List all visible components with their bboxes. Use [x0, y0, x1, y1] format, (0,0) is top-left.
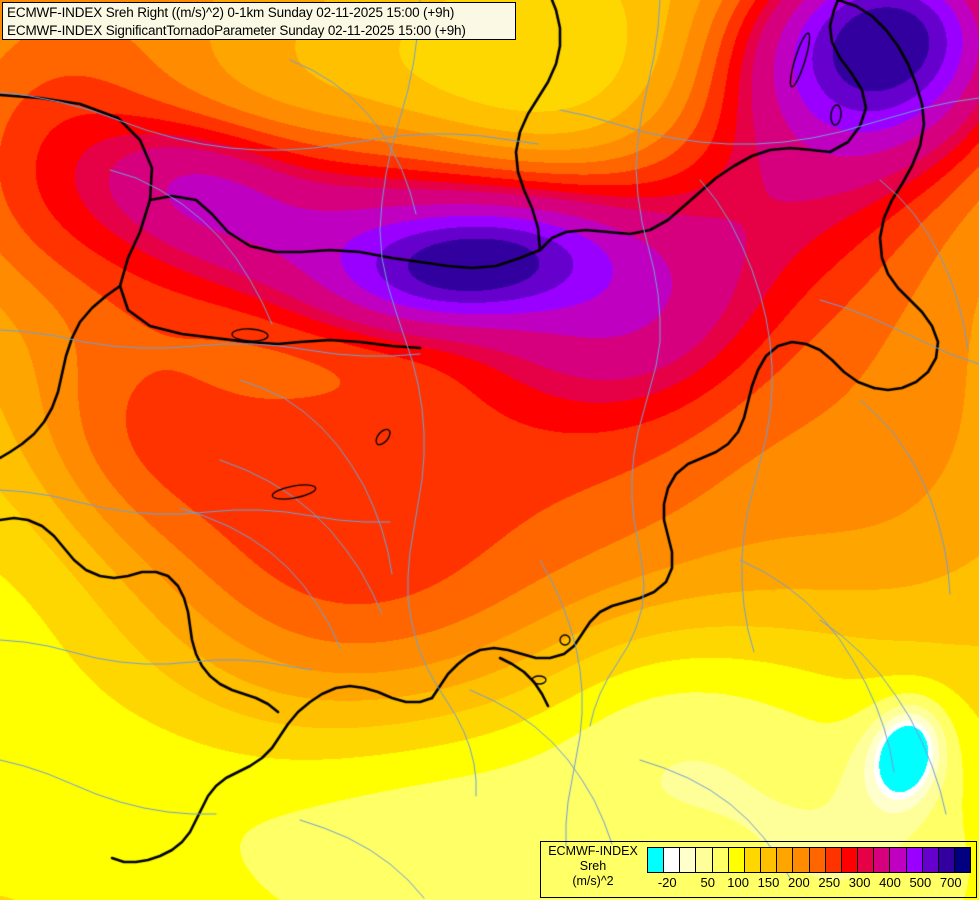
legend-swatch-9 [793, 848, 810, 872]
legend-tick-200: 200 [787, 875, 810, 890]
header-caption-box: ECMWF-INDEX Sreh Right ((m/s)^2) 0-1km S… [2, 2, 516, 40]
legend-swatch-8 [777, 848, 794, 872]
legend-swatch-18 [938, 848, 955, 872]
legend-tick-500: 500 [909, 875, 932, 890]
header-line-sreh: ECMWF-INDEX Sreh Right ((m/s)^2) 0-1km S… [7, 5, 455, 20]
legend-swatch-3 [696, 848, 713, 872]
legend-swatch-15 [890, 848, 907, 872]
legend-label-group: ECMWF-INDEX Sreh (m/s)^2 [543, 844, 643, 889]
legend-box: ECMWF-INDEX Sreh (m/s)^2 -20 50 100 150 200 2… [540, 841, 977, 898]
legend-swatch-12 [841, 848, 859, 872]
legend-swatch-4 [712, 848, 729, 872]
legend-swatch-6 [744, 848, 762, 872]
legend-tick-400: 400 [879, 875, 901, 890]
legend-tick-100: 100 [727, 875, 749, 890]
legend-swatch-5 [728, 848, 745, 872]
legend-swatch-1 [664, 848, 681, 872]
legend-swatch-2 [680, 848, 697, 872]
legend-swatch-0 [648, 848, 665, 872]
legend-swatch-11 [825, 848, 842, 872]
legend-swatch-10 [809, 848, 826, 872]
legend-swatch-16 [906, 848, 923, 872]
header-line-stp: ECMWF-INDEX SignificantTornadoParameter … [7, 23, 466, 38]
legend-swatch-7 [761, 848, 778, 872]
legend-swatch-13 [858, 848, 875, 872]
legend-title: ECMWF-INDEX [548, 844, 638, 858]
legend-swatch-14 [874, 848, 891, 872]
legend-swatch-17 [922, 848, 939, 872]
legend-parameter: Sreh [579, 859, 607, 873]
legend-units: (m/s)^2 [572, 874, 614, 888]
legend-tick-250: 250 [818, 875, 841, 890]
legend-tick-50: 50 [700, 875, 715, 890]
legend-tick-150: 150 [757, 875, 780, 890]
legend-tick-300: 300 [848, 875, 871, 890]
legend-tick-700: 700 [939, 875, 962, 890]
legend-tick-labels: -20 50 100 150 200 250 300 400 500 700 [647, 875, 971, 895]
legend-tick--20: -20 [657, 875, 677, 890]
legend-swatch-19 [954, 848, 971, 872]
legend-colorbar [647, 847, 971, 873]
